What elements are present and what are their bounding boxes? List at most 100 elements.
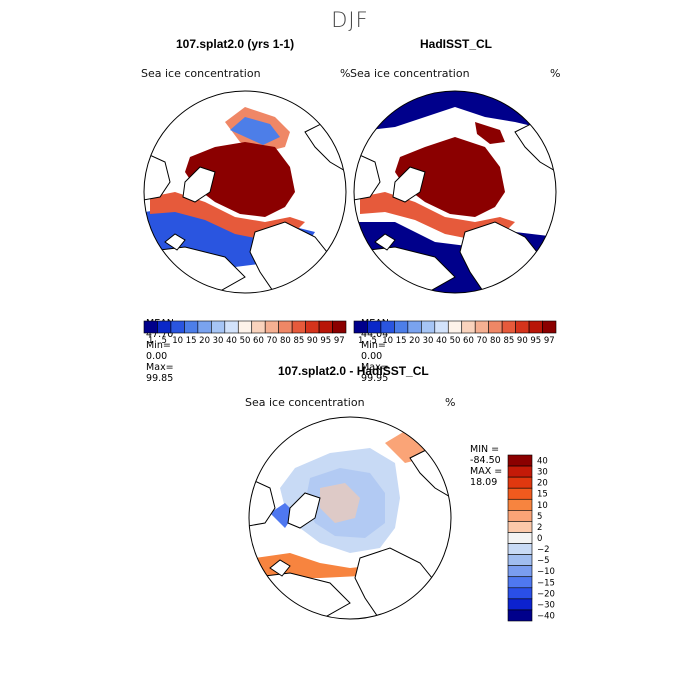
colorbar-tick-label: 30 (537, 468, 548, 478)
colorbar-swatch (501, 320, 516, 334)
colorbar-tick-label: 80 (280, 336, 291, 346)
colorbar-tick-label: −30 (537, 600, 555, 610)
colorbar-tick-label: 2 (537, 523, 542, 533)
colorbar-tick-label: 20 (409, 336, 420, 346)
colorbar-swatch (170, 320, 185, 334)
colorbar-swatch (507, 587, 533, 600)
colorbar-swatch (394, 320, 409, 334)
panel1-min-value: 0.00 (146, 351, 168, 362)
colorbar-tick-label: 40 (436, 336, 447, 346)
colorbar-tick-label: 70 (477, 336, 488, 346)
colorbar-tick-label: 60 (253, 336, 264, 346)
panel2-units-label: % (550, 67, 561, 80)
colorbar-swatch (507, 521, 533, 533)
colorbar-tick-label: 30 (213, 336, 224, 346)
colorbar-tick-label: 15 (537, 490, 548, 500)
panel1-polar-map (143, 90, 347, 294)
colorbar-swatch (184, 320, 199, 334)
colorbar-tick-label: 15 (396, 336, 407, 346)
colorbar-swatch (332, 320, 347, 334)
colorbar-swatch (507, 543, 533, 555)
panel2-colorbar-ticks: 1 5 10 15 20 30 40 50 60 70 80 85 90 95 97 (358, 336, 555, 346)
colorbar-swatch (507, 598, 533, 611)
panel1-variable-label: Sea ice concentration (141, 67, 261, 80)
panel2-mean-value: 44.04 (361, 329, 389, 340)
panel3-min-label: MIN = (470, 444, 500, 455)
panel3-max-label: MAX = (470, 466, 503, 477)
colorbar-swatch (507, 498, 533, 511)
colorbar-tick-label: 15 (186, 336, 197, 346)
panel1-colorbar (143, 320, 347, 334)
colorbar-tick-label: 30 (423, 336, 434, 346)
colorbar-tick-label: 85 (293, 336, 304, 346)
colorbar-tick-label: −40 (537, 611, 555, 621)
panel3-min-value: -84.50 (470, 455, 501, 466)
panel3-polar-map (248, 416, 452, 620)
panel3-variable-label: Sea ice concentration (245, 396, 365, 409)
colorbar-swatch (507, 609, 533, 622)
colorbar-swatch (380, 320, 395, 334)
colorbar-swatch (488, 320, 503, 334)
colorbar-tick-label: −20 (537, 589, 555, 599)
colorbar-swatch (515, 320, 530, 334)
colorbar-swatch (143, 320, 158, 334)
colorbar-swatch (305, 320, 320, 334)
colorbar-tick-label: −15 (537, 578, 555, 588)
colorbar-swatch (447, 320, 463, 334)
colorbar-swatch (434, 320, 449, 334)
colorbar-tick-label: 90 (517, 336, 528, 346)
colorbar-swatch (251, 320, 266, 334)
colorbar-tick-label: −5 (537, 556, 550, 566)
colorbar-tick-label: 95 (530, 336, 541, 346)
colorbar-tick-label: 5 (537, 512, 542, 522)
colorbar-swatch (157, 320, 172, 334)
colorbar-tick-label: 50 (450, 336, 461, 346)
panel3-stats: MIN = -84.50 MAX = 18.09 (464, 433, 502, 488)
panel1-title: 107.splat2.0 (yrs 1-1) (176, 37, 295, 51)
season-title: DJF (331, 8, 369, 32)
colorbar-swatch (507, 487, 533, 500)
colorbar-swatch (507, 454, 533, 467)
colorbar-tick-label: 95 (320, 336, 331, 346)
colorbar-tick-label: 97 (544, 336, 555, 346)
colorbar-tick-label: 5 (371, 336, 376, 346)
colorbar-tick-label: 5 (161, 336, 166, 346)
colorbar-swatch (367, 320, 382, 334)
colorbar-swatch (197, 320, 212, 334)
colorbar-tick-label: 10 (537, 501, 548, 511)
colorbar-tick-label: 85 (503, 336, 514, 346)
panel1-units-label: % (340, 67, 351, 80)
colorbar-tick-label: 20 (199, 336, 210, 346)
colorbar-swatch (542, 320, 557, 334)
colorbar-swatch (421, 320, 436, 334)
colorbar-swatch (211, 320, 226, 334)
colorbar-swatch (507, 576, 533, 589)
colorbar-tick-label: −10 (537, 567, 555, 577)
colorbar-tick-label: 1 (148, 336, 153, 346)
panel1-max-value: 99.85 (146, 373, 174, 384)
colorbar-swatch (278, 320, 293, 334)
panel1-min-label: Min= (146, 340, 171, 351)
colorbar-tick-label: 40 (537, 457, 548, 467)
panel2-colorbar (353, 320, 557, 334)
panel3-units-label: % (445, 396, 456, 409)
panel1-colorbar-ticks: 1 5 10 15 20 30 40 50 60 70 80 85 90 95 97 (148, 336, 345, 346)
colorbar-tick-label: 60 (463, 336, 474, 346)
colorbar-swatch (507, 565, 533, 578)
colorbar-tick-label: 0 (537, 534, 542, 544)
panel2-max-label: Max= (361, 362, 389, 373)
panel2-min-label: Min= (361, 340, 386, 351)
colorbar-tick-label: 50 (240, 336, 251, 346)
colorbar-swatch (224, 320, 239, 334)
panel2-min-value: 0.00 (361, 351, 383, 362)
colorbar-tick-label: 40 (226, 336, 237, 346)
colorbar-tick-label: 1 (358, 336, 363, 346)
colorbar-swatch (407, 320, 422, 334)
colorbar-tick-label: 20 (537, 479, 548, 489)
colorbar-swatch (237, 320, 253, 334)
colorbar-swatch (507, 476, 533, 489)
colorbar-tick-label: 10 (172, 336, 183, 346)
colorbar-swatch (474, 320, 489, 334)
colorbar-swatch (291, 320, 306, 334)
colorbar-swatch (507, 554, 533, 566)
